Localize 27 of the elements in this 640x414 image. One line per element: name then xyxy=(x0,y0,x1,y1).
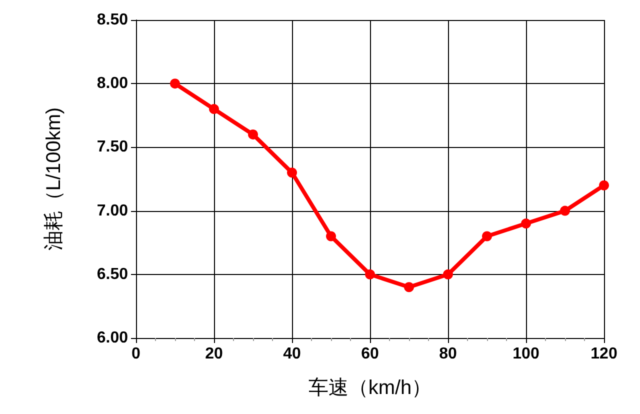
point xyxy=(326,231,336,242)
x-tick-label: 120 xyxy=(590,346,618,362)
x-tick-label: 100 xyxy=(512,346,540,362)
y-tick-label: 7.00 xyxy=(96,202,128,220)
point xyxy=(170,78,180,89)
y-tick-label: 8.00 xyxy=(96,75,128,92)
y-tick-label: 7.50 xyxy=(96,138,128,156)
point xyxy=(521,218,531,229)
x-axis-title: 车速（km/h） xyxy=(308,377,432,399)
point xyxy=(248,129,258,140)
point xyxy=(443,269,453,280)
point xyxy=(560,206,570,216)
point xyxy=(599,180,609,190)
y-tick-label: 6.00 xyxy=(96,330,128,346)
x-tick-label: 0 xyxy=(132,346,141,362)
x-tick-label: 40 xyxy=(283,346,301,362)
x-tick-label: 80 xyxy=(439,346,457,362)
x-tick-label: 20 xyxy=(205,346,223,362)
y-tick-label: 8.50 xyxy=(96,12,128,28)
point xyxy=(287,168,297,178)
y-axis-title: 油耗（L/100km) xyxy=(43,107,65,251)
point xyxy=(365,269,375,280)
x-tick-label: 60 xyxy=(361,346,379,362)
point xyxy=(404,282,414,292)
y-tick-label: 6.50 xyxy=(96,266,128,283)
point xyxy=(209,104,219,114)
point xyxy=(482,231,492,242)
